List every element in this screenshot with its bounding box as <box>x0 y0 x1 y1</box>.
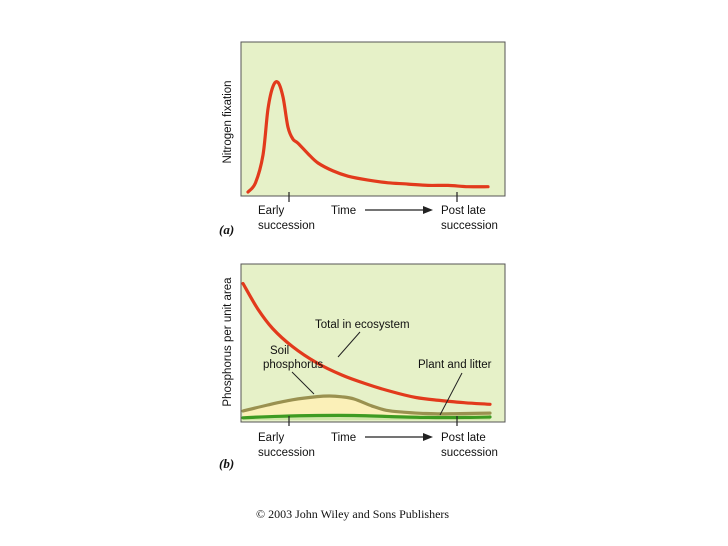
panel-a-series-group <box>246 80 490 194</box>
annotation-soil-2: phosphorus <box>263 359 323 371</box>
panel-a-tag: (a) <box>219 222 234 237</box>
panel-b-plot-area <box>240 263 506 423</box>
annotation-plant: Plant and litter <box>418 359 492 371</box>
panel-a-xlabel: Time <box>331 205 356 217</box>
panel-a-plot-area <box>240 41 506 197</box>
series-line-total-ecosystem <box>241 281 492 406</box>
annotation-plant-leader <box>439 372 463 416</box>
annotation-soil-leader <box>291 371 315 395</box>
series-line-nitrogen-fixation <box>246 80 490 194</box>
panel-b-series-group <box>241 281 492 420</box>
panel-b-xtick-early-2: succession <box>258 447 315 459</box>
panel-b-tag: (b) <box>219 456 234 471</box>
panel-b-ylabel: Phosphorus per unit area <box>222 277 234 407</box>
panel-a-xtick-early-1: Early <box>258 205 284 217</box>
annotation-soil-1: Soil <box>270 345 289 357</box>
annotation-total-leader <box>337 331 361 358</box>
panel-b: Phosphorus per unit area Total in ecosys… <box>219 263 506 471</box>
panel-a-xtick-late-2: succession <box>441 220 498 232</box>
series-line-plant-litter <box>241 413 492 420</box>
panel-a-time-arrow <box>365 206 433 214</box>
copyright-notice: © 2003 John Wiley and Sons Publishers <box>256 507 450 521</box>
panel-a-xtick-early-2: succession <box>258 220 315 232</box>
panel-b-time-arrow <box>365 433 433 441</box>
panel-a: Nitrogen fixation Early succession Time … <box>219 41 506 237</box>
panel-a-ylabel: Nitrogen fixation <box>222 80 234 163</box>
panel-b-xtick-early-1: Early <box>258 432 284 444</box>
panel-b-xtick-late-1: Post late <box>441 432 486 444</box>
annotation-total: Total in ecosystem <box>315 319 410 331</box>
panel-b-xtick-late-2: succession <box>441 447 498 459</box>
panel-b-xlabel: Time <box>331 432 356 444</box>
panel-a-xtick-late-1: Post late <box>441 205 486 217</box>
series-line-soil-phosphorus <box>241 394 492 416</box>
